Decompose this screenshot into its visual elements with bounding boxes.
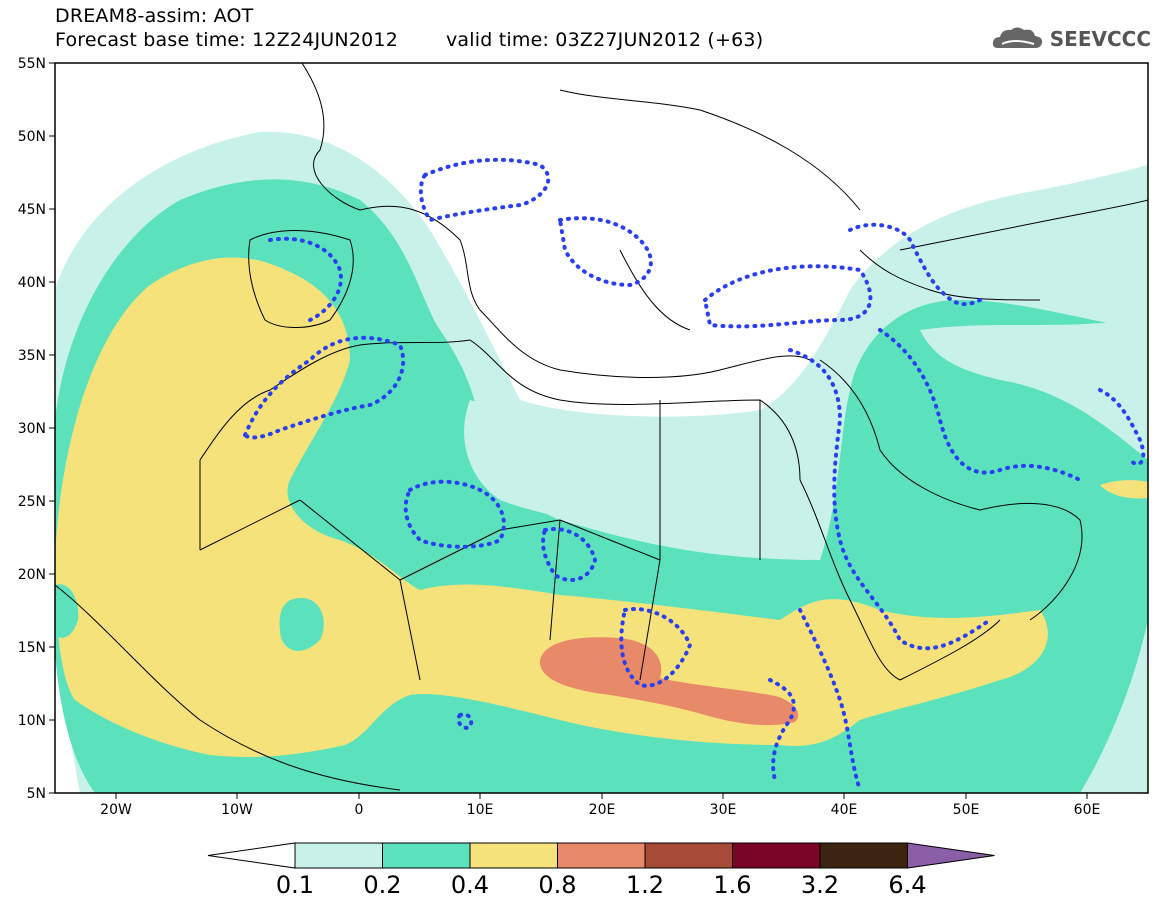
- colorbar-label: 1.6: [713, 871, 751, 899]
- lat-label: 45N: [18, 202, 46, 218]
- lat-label: 20N: [18, 567, 46, 583]
- aot-contour-0.2-west-coast: [55, 584, 79, 638]
- lat-label: 40N: [18, 275, 46, 291]
- colorbar-swatch: [819, 842, 908, 869]
- colorbar-label: 0.8: [538, 871, 576, 899]
- lon-label: 60E: [1074, 802, 1101, 818]
- colorbar-swatch: [732, 842, 821, 869]
- aot-contour-0.2-westafrica: [279, 598, 324, 651]
- colorbar-swatch: [294, 842, 383, 869]
- lon-label: 50E: [953, 802, 980, 818]
- coastlines: [55, 63, 1148, 791]
- lon-label: 10E: [467, 802, 494, 818]
- colorbar-label: 1.2: [626, 871, 664, 899]
- colorbar-label: 0.4: [451, 871, 489, 899]
- colorbar-label: 6.4: [888, 871, 926, 899]
- lon-label: 0: [355, 802, 364, 818]
- logo-text: SEEVCCC: [1049, 27, 1151, 51]
- colorbar-swatch: [557, 842, 646, 869]
- aot-contour-0.1-iran: [920, 320, 1148, 460]
- valid-time: valid time: 03Z27JUN2012 (+63): [445, 29, 764, 51]
- lat-label: 10N: [18, 713, 46, 729]
- colorbar-label: 0.2: [363, 871, 401, 899]
- lon-axis: 20W 10W 0 10E 20E 30E 40E 50E 60E: [100, 793, 1100, 818]
- aot-field: [55, 63, 1148, 793]
- lat-label: 25N: [18, 494, 46, 510]
- colorbar-label: 3.2: [801, 871, 839, 899]
- lon-label: 30E: [710, 802, 737, 818]
- dotted-contours: [242, 157, 1146, 792]
- map-title: DREAM8-assim: AOT: [55, 5, 254, 27]
- colorbar-swatch: [382, 842, 471, 869]
- lat-label: 55N: [18, 56, 46, 72]
- colorbar-label: 0.1: [276, 871, 314, 899]
- lat-label: 35N: [18, 348, 46, 364]
- lon-label: 20E: [589, 802, 616, 818]
- base-time: Forecast base time: 12Z24JUN2012: [55, 29, 398, 51]
- lon-label: 10W: [221, 802, 253, 818]
- colorbar: 0.1 0.2 0.4 0.8 1.2 1.6 3.2 6.4: [207, 842, 995, 899]
- lon-label: 40E: [831, 802, 858, 818]
- cloud-logo-icon: [990, 24, 1046, 54]
- lon-label: 20W: [100, 802, 132, 818]
- colorbar-swatch: [644, 842, 733, 869]
- lat-label: 5N: [27, 786, 46, 802]
- time-line: Forecast base time: 12Z24JUN2012 valid ti…: [55, 30, 763, 50]
- colorbar-arrow-high: [907, 842, 995, 869]
- colorbar-arrow-low: [207, 842, 296, 869]
- colorbar-swatch: [469, 842, 558, 869]
- lat-axis: 55N 50N 45N 40N 35N 30N 25N 20N 15N 10N …: [18, 56, 55, 802]
- aot-contour-0.1-egypt: [464, 400, 826, 560]
- lat-label: 15N: [18, 640, 46, 656]
- lat-label: 30N: [18, 421, 46, 437]
- aot-contour-0.8: [539, 637, 799, 726]
- seevccc-logo: SEEVCCC: [990, 24, 1151, 54]
- aot-contour-0.4-arabia: [1100, 480, 1148, 499]
- lat-label: 50N: [18, 129, 46, 145]
